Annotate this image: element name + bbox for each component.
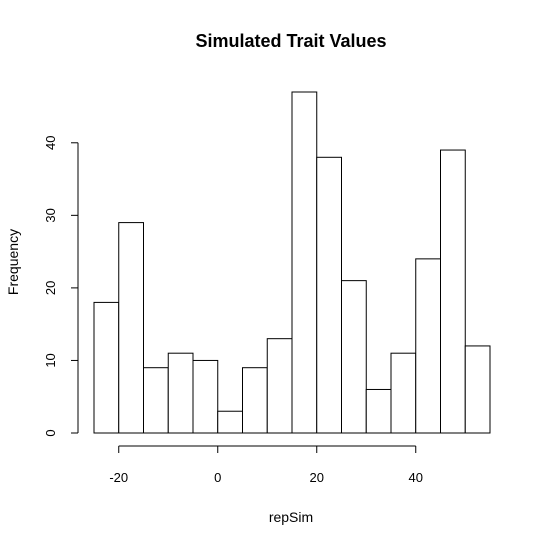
histogram-bar xyxy=(192,359,219,434)
x-axis-label: repSim xyxy=(269,509,313,525)
histogram-bar xyxy=(440,149,466,434)
y-tick-label: 10 xyxy=(43,353,58,367)
histogram-bar xyxy=(93,301,120,434)
y-tick-label: 40 xyxy=(43,136,58,150)
histogram-bar xyxy=(167,352,194,434)
y-tick-label: 30 xyxy=(43,208,58,222)
histogram-bar xyxy=(143,367,169,434)
y-tick-label: 20 xyxy=(43,281,58,295)
histogram-bar xyxy=(291,91,318,434)
x-tick-label: 20 xyxy=(310,470,324,485)
chart-title: Simulated Trait Values xyxy=(195,31,386,51)
y-tick-label: 0 xyxy=(43,429,58,436)
histogram-bar xyxy=(415,258,441,434)
histogram-bar xyxy=(341,280,367,434)
x-axis: -20 0 20 40 xyxy=(109,445,423,485)
histogram-bar xyxy=(365,388,392,434)
histogram-bar xyxy=(118,222,144,434)
histogram-bar xyxy=(242,367,268,434)
histogram-bar xyxy=(266,338,293,434)
y-axis-label: Frequency xyxy=(5,229,21,295)
x-tick-label: 40 xyxy=(409,470,423,485)
y-axis: 0 10 20 30 40 xyxy=(43,136,79,437)
histogram-bar xyxy=(217,410,243,434)
histogram-bar xyxy=(390,352,417,434)
histogram-bar xyxy=(316,156,342,434)
x-tick-label: 0 xyxy=(214,470,221,485)
x-tick-label: -20 xyxy=(109,470,128,485)
histogram-bar xyxy=(464,345,491,434)
bars-group xyxy=(93,91,491,434)
